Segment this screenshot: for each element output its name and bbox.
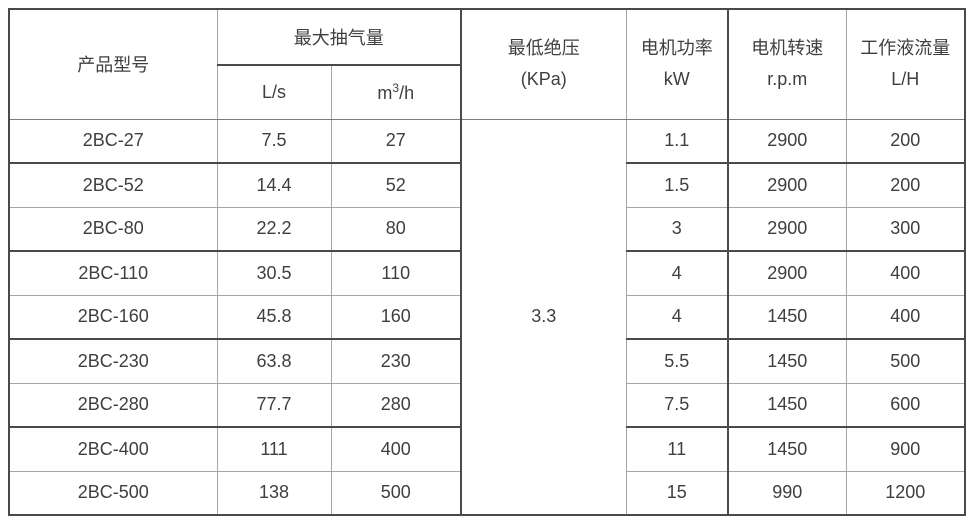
m3h-cell: 500 — [330, 470, 462, 516]
ls-cell: 63.8 — [216, 338, 332, 384]
table-row: 2BC-52 14.4 52 1.5 2900 200 — [8, 162, 966, 208]
header-motor-speed: 电机转速 r.p.m — [727, 8, 847, 120]
lh-cell: 300 — [845, 206, 966, 252]
rpm-cell: 1450 — [727, 382, 847, 428]
header-motor-power-unit: kW — [663, 69, 690, 90]
model-cell: 2BC-230 — [8, 338, 218, 384]
model-cell: 2BC-110 — [8, 250, 218, 296]
table-row: 2BC-160 45.8 160 4 1450 400 — [8, 294, 966, 340]
lh-cell: 900 — [845, 426, 966, 472]
header-motor-power: 电机功率 kW — [625, 8, 729, 120]
model-cell: 2BC-80 — [8, 206, 218, 252]
kw-cell: 11 — [625, 426, 729, 472]
model-cell: 2BC-27 — [8, 118, 218, 164]
header-product-model: 产品型号 — [8, 8, 218, 120]
table-row: 2BC-280 77.7 280 7.5 1450 600 — [8, 382, 966, 428]
rpm-cell: 2900 — [727, 206, 847, 252]
header-row-primary: 产品型号 最大抽气量 最低绝压 (KPa) 电机功率 kW 电机转速 r.p.m… — [8, 8, 966, 120]
rpm-cell: 2900 — [727, 118, 847, 164]
model-cell: 2BC-400 — [8, 426, 218, 472]
ls-cell: 7.5 — [216, 118, 332, 164]
kw-cell: 3 — [625, 206, 729, 252]
ls-cell: 111 — [216, 426, 332, 472]
ls-cell: 30.5 — [216, 250, 332, 296]
kw-cell: 4 — [625, 250, 729, 296]
model-cell: 2BC-52 — [8, 162, 218, 208]
m3h-cell: 80 — [330, 206, 462, 252]
header-row-units: L/s m3/h — [9, 64, 965, 120]
m3h-cell: 110 — [330, 250, 462, 296]
lh-cell: 600 — [845, 382, 966, 428]
kw-cell: 1.1 — [625, 118, 729, 164]
table-row: 2BC-230 63.8 230 5.5 1450 500 — [8, 338, 966, 384]
ls-cell: 138 — [216, 470, 332, 516]
rpm-cell: 1450 — [727, 426, 847, 472]
kw-cell: 15 — [625, 470, 729, 516]
m3h-cell: 230 — [330, 338, 462, 384]
m3h-cell: 52 — [330, 162, 462, 208]
kw-cell: 1.5 — [625, 162, 729, 208]
rpm-cell: 990 — [727, 470, 847, 516]
header-working-liquid-flow: 工作液流量 L/H — [845, 8, 966, 120]
lh-cell: 500 — [845, 338, 966, 384]
header-unit-m3h: m3/h — [330, 64, 462, 120]
rpm-cell: 1450 — [727, 338, 847, 384]
rpm-cell: 1450 — [727, 294, 847, 340]
lh-cell: 400 — [845, 294, 966, 340]
m3h-cell: 27 — [330, 118, 462, 164]
table-row: 2BC-27 7.5 27 3.3 1.1 2900 200 — [8, 118, 966, 516]
kw-cell: 4 — [625, 294, 729, 340]
ls-cell: 45.8 — [216, 294, 332, 340]
header-min-absolute-pressure-name: 最低绝压 — [507, 38, 580, 59]
m3h-cell: 160 — [330, 294, 462, 340]
model-cell: 2BC-280 — [8, 382, 218, 428]
header-min-absolute-pressure-unit: (KPa) — [520, 69, 567, 90]
product-spec-table: 产品型号 最大抽气量 最低绝压 (KPa) 电机功率 kW 电机转速 r.p.m… — [8, 8, 966, 516]
rpm-cell: 2900 — [727, 162, 847, 208]
header-unit-ls: L/s — [216, 64, 332, 120]
lh-cell: 200 — [845, 162, 966, 208]
model-cell: 2BC-500 — [8, 470, 218, 516]
unit-m3h-rest: /h — [399, 82, 415, 103]
table-row: 2BC-500 138 500 15 990 1200 — [8, 470, 966, 516]
unit-m3h-superscript: 3 — [392, 80, 400, 95]
m3h-cell: 400 — [330, 426, 462, 472]
m3h-cell: 280 — [330, 382, 462, 428]
header-motor-speed-name: 电机转速 — [751, 38, 824, 59]
ls-cell: 22.2 — [216, 206, 332, 252]
lh-cell: 1200 — [845, 470, 966, 516]
header-max-pumping-capacity: 最大抽气量 — [216, 8, 462, 66]
kw-cell: 5.5 — [625, 338, 729, 384]
min-abs-pressure-cell: 3.3 — [460, 118, 627, 516]
header-min-absolute-pressure: 最低绝压 (KPa) — [460, 8, 627, 120]
header-working-liquid-flow-name: 工作液流量 — [860, 38, 951, 59]
header-motor-power-name: 电机功率 — [640, 38, 713, 59]
table-row: 2BC-110 30.5 110 4 2900 400 — [8, 250, 966, 296]
lh-cell: 200 — [845, 118, 966, 164]
lh-cell: 400 — [845, 250, 966, 296]
header-motor-speed-unit: r.p.m — [767, 69, 808, 90]
header-working-liquid-flow-unit: L/H — [891, 69, 920, 90]
model-cell: 2BC-160 — [8, 294, 218, 340]
unit-m3h-base: m — [377, 82, 393, 103]
rpm-cell: 2900 — [727, 250, 847, 296]
ls-cell: 14.4 — [216, 162, 332, 208]
ls-cell: 77.7 — [216, 382, 332, 428]
kw-cell: 7.5 — [625, 382, 729, 428]
